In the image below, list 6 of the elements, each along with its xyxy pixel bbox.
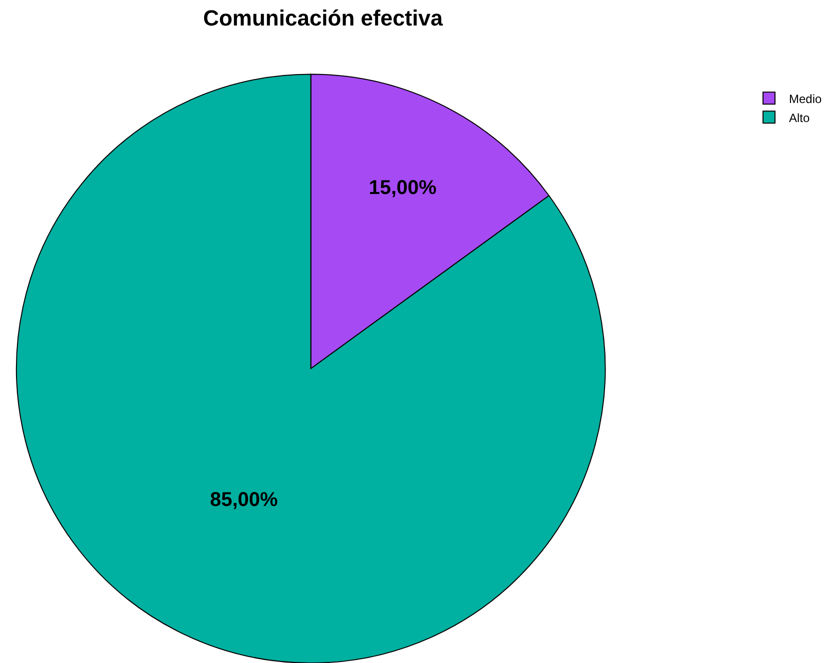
chart-title: Comunicación efectiva <box>203 5 444 30</box>
data-label: 15,00% <box>368 177 437 200</box>
legend-label: Alto <box>789 110 810 125</box>
legend-label: Medio <box>789 92 822 106</box>
pie-slice <box>16 74 606 663</box>
data-label: 85,00% <box>210 488 278 511</box>
